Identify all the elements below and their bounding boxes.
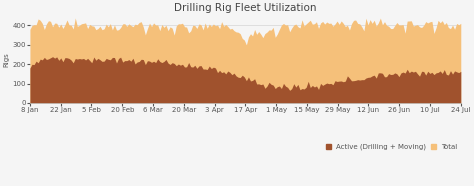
Y-axis label: Rigs: Rigs xyxy=(3,52,9,67)
Title: Drilling Rig Fleet Utilization: Drilling Rig Fleet Utilization xyxy=(174,4,317,13)
Legend: Active (Drilling + Moving), Total: Active (Drilling + Moving), Total xyxy=(326,144,457,150)
